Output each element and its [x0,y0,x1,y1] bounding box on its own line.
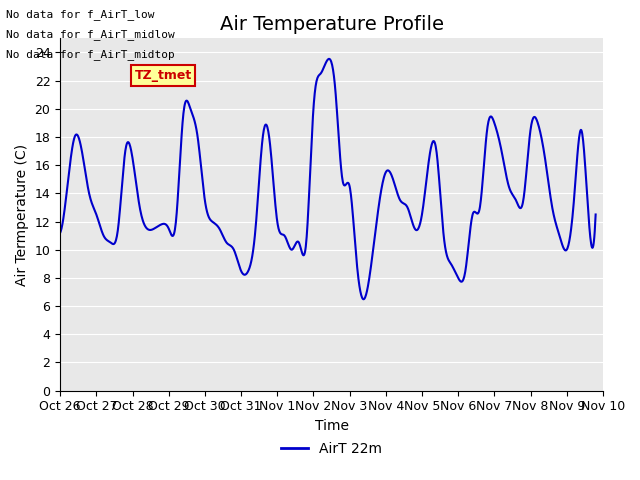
Text: No data for f_AirT_midtop: No data for f_AirT_midtop [6,49,175,60]
Text: No data for f_AirT_low: No data for f_AirT_low [6,9,155,20]
Title: Air Temperature Profile: Air Temperature Profile [220,15,444,34]
Text: TZ_tmet: TZ_tmet [134,69,191,82]
Y-axis label: Air Termperature (C): Air Termperature (C) [15,144,29,286]
X-axis label: Time: Time [314,419,349,433]
Text: No data for f_AirT_midlow: No data for f_AirT_midlow [6,29,175,40]
Legend: AirT 22m: AirT 22m [275,436,388,461]
